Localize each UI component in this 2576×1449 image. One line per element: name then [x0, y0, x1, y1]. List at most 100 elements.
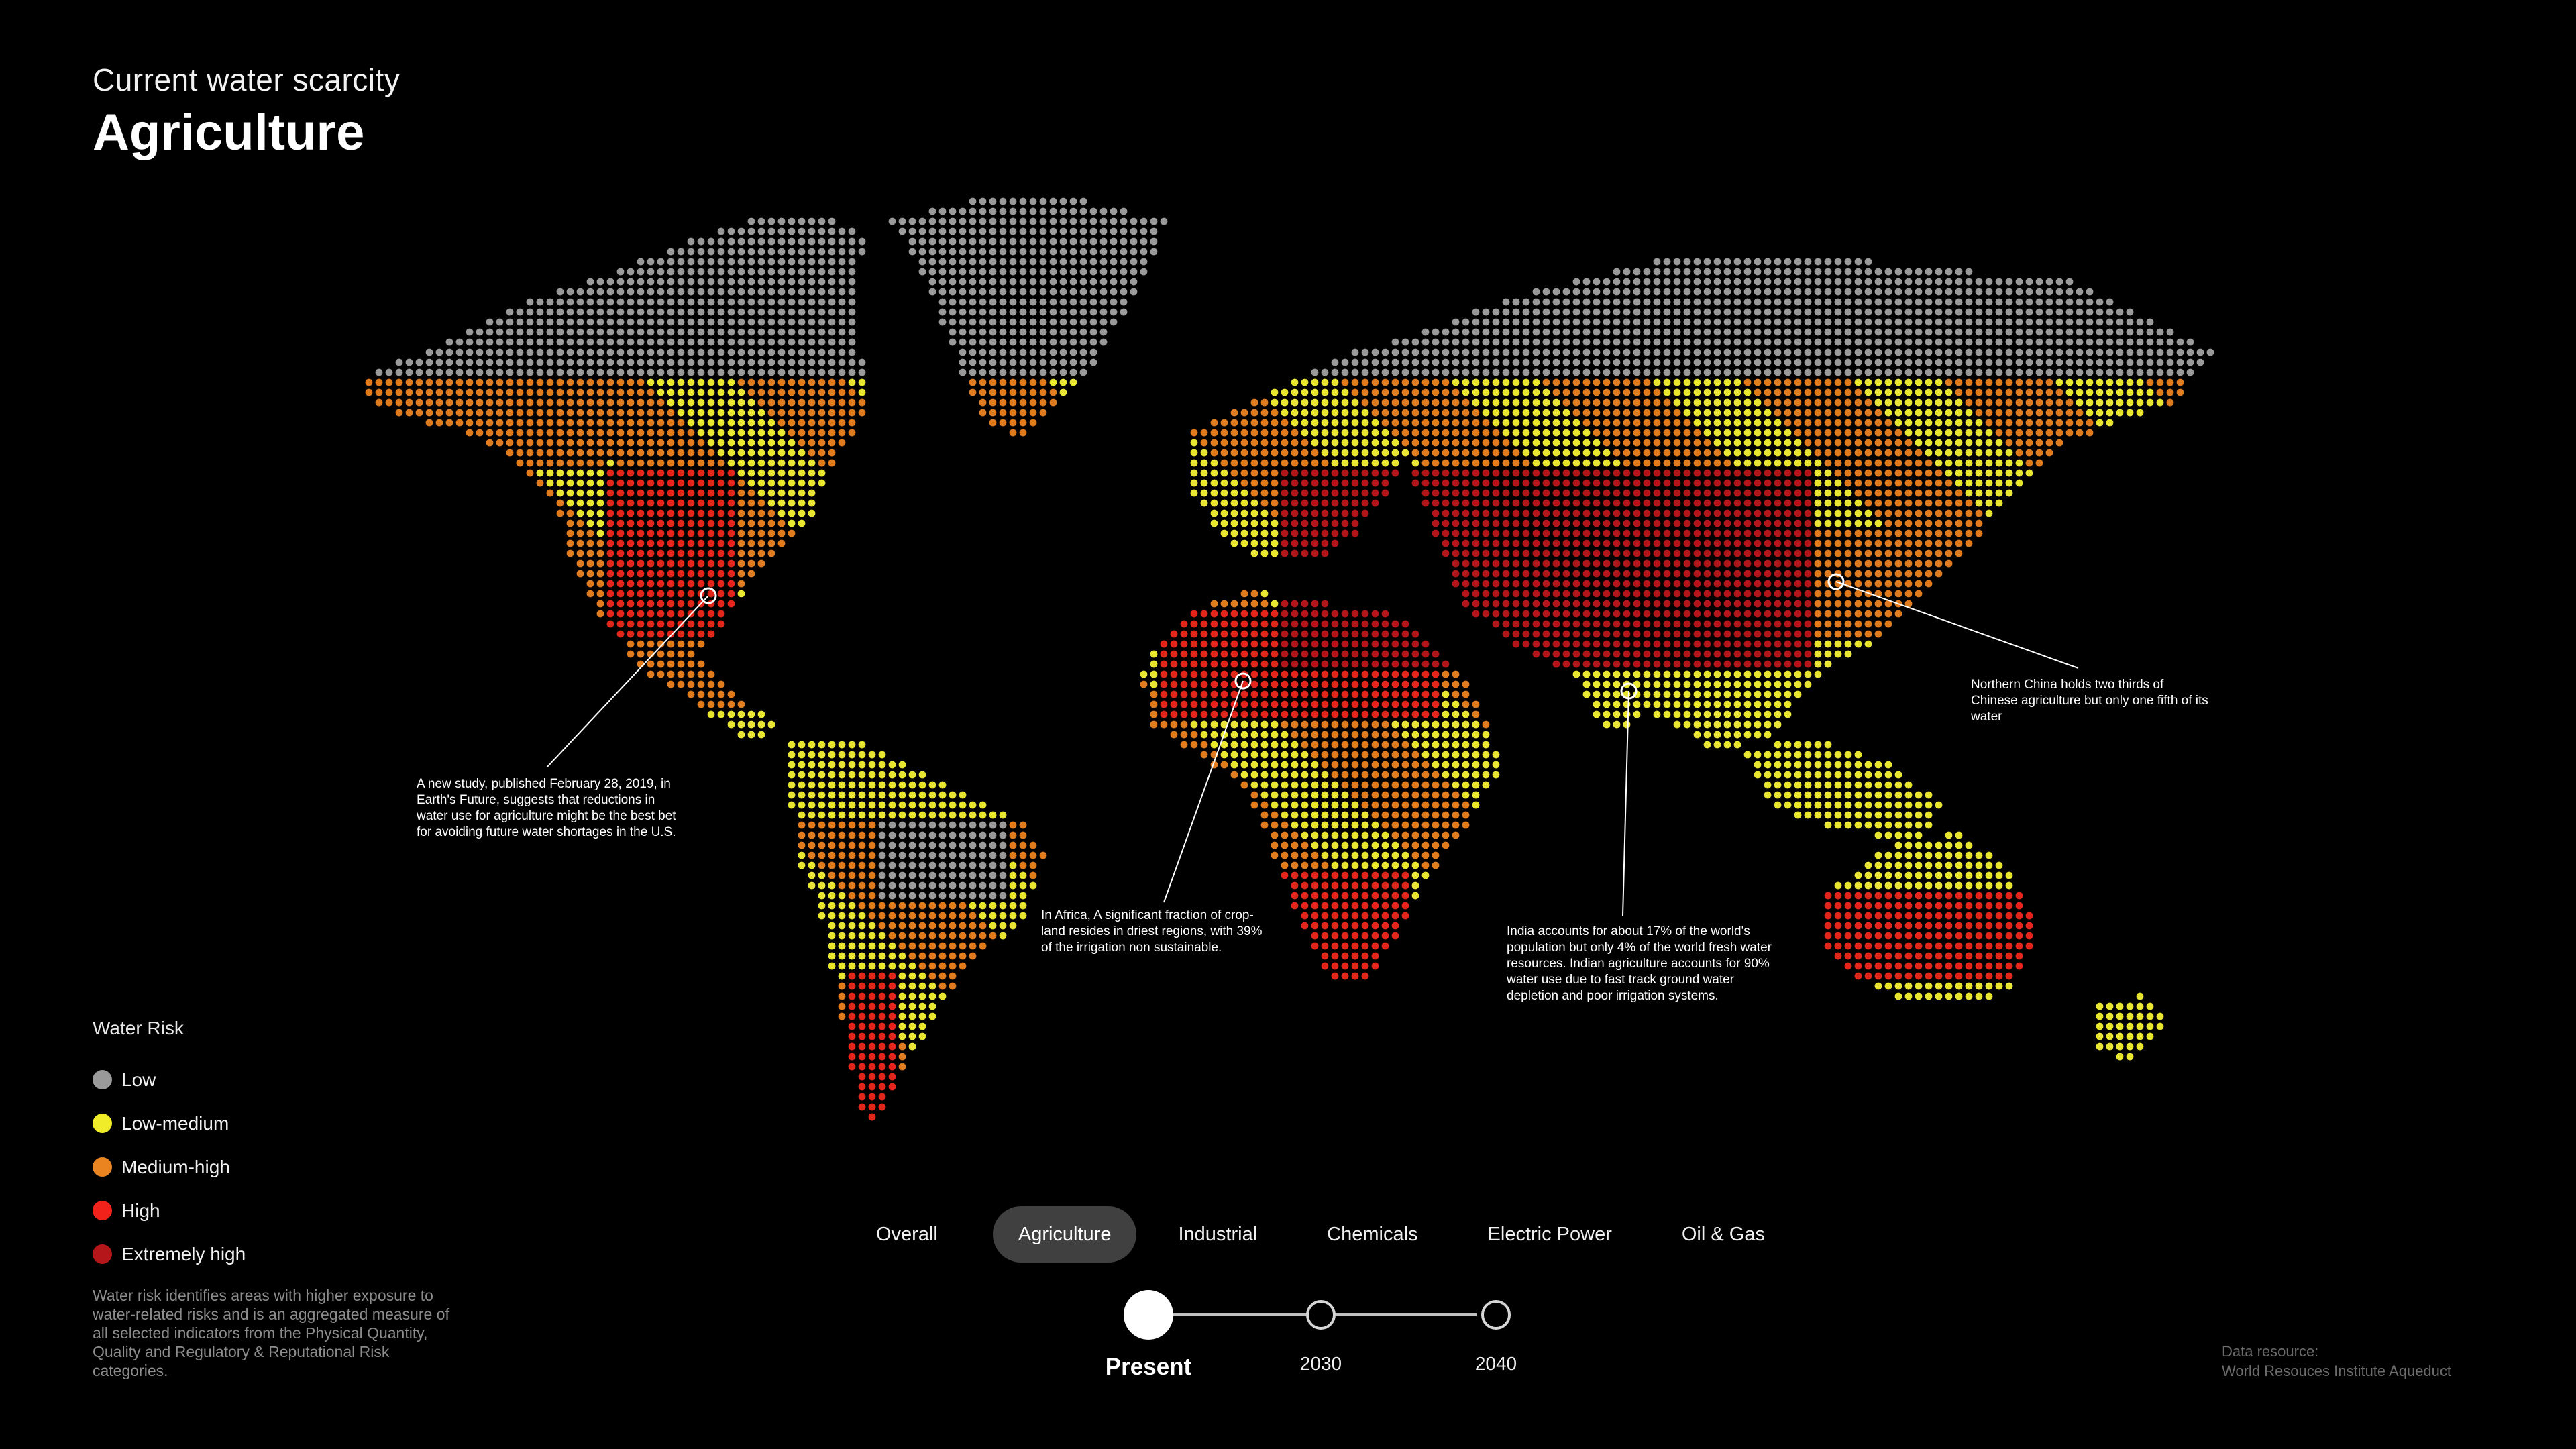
map-dot: [757, 298, 765, 306]
map-dot: [1240, 610, 1248, 618]
map-dot: [1925, 348, 1933, 356]
map-dot: [1945, 519, 1953, 527]
map-dot: [546, 378, 554, 386]
map-dot: [868, 751, 876, 759]
map-dot: [1170, 660, 1178, 668]
map-dot: [1955, 499, 1963, 507]
map-dot: [1683, 539, 1691, 547]
map-dot: [677, 449, 685, 457]
map-dot: [526, 419, 534, 427]
map-dot: [2015, 328, 2023, 336]
map-dot: [717, 680, 725, 688]
map-dot: [385, 378, 393, 386]
map-dot: [1935, 469, 1943, 477]
map-dot: [1804, 278, 1812, 286]
map-dot: [1190, 741, 1198, 749]
map-dot: [949, 308, 957, 316]
map-dot: [1311, 509, 1319, 517]
map-dot: [1844, 378, 1852, 386]
map-dot: [667, 449, 675, 457]
map-dot: [1834, 539, 1842, 547]
map-dot: [1512, 378, 1520, 386]
map-dot: [1653, 278, 1661, 286]
map-dot: [1935, 409, 1943, 417]
map-dot: [1492, 348, 1500, 356]
map-dot: [1683, 378, 1691, 386]
map-dot: [858, 248, 866, 256]
map-dot: [717, 358, 725, 366]
map-dot: [2086, 288, 2094, 296]
map-dot: [455, 338, 464, 346]
map-dot: [2025, 338, 2033, 346]
map-dot: [1482, 570, 1490, 578]
map-dot: [2055, 278, 2063, 286]
map-dot: [2146, 338, 2154, 346]
map-dot: [1884, 439, 1892, 447]
map-dot: [1220, 449, 1228, 457]
map-dot: [1351, 419, 1359, 427]
map-dot: [798, 328, 806, 336]
map-dot: [1844, 298, 1852, 306]
map-dot: [1643, 670, 1651, 678]
map-dot: [1633, 489, 1641, 497]
map-dot: [1492, 378, 1500, 386]
map-dot: [1572, 640, 1580, 648]
map-dot: [1250, 449, 1258, 457]
map-dot: [969, 258, 977, 266]
map-dot: [1824, 640, 1832, 648]
map-dot: [1331, 720, 1339, 729]
map-dot: [1542, 539, 1550, 547]
map-dot: [1673, 640, 1681, 648]
map-dot: [606, 368, 614, 376]
map-dot: [1935, 439, 1943, 447]
map-dot: [1794, 590, 1802, 598]
map-dot: [1250, 509, 1258, 517]
map-dot: [767, 308, 775, 316]
map-dot: [1824, 378, 1832, 386]
map-dot: [1623, 660, 1631, 668]
map-dot: [1281, 409, 1289, 417]
map-dot: [727, 258, 735, 266]
map-dot: [1421, 398, 1430, 407]
map-dot: [1230, 710, 1238, 718]
map-dot: [1593, 439, 1601, 447]
map-dot: [848, 227, 856, 235]
map-dot: [1281, 519, 1289, 527]
map-dot: [989, 419, 997, 427]
map-dot: [727, 308, 735, 316]
map-dot: [697, 358, 705, 366]
map-dot: [385, 388, 393, 396]
map-dot: [1432, 368, 1440, 376]
map-dot: [1874, 368, 1882, 376]
map-dot: [1542, 580, 1550, 588]
map-dot: [1743, 710, 1752, 718]
map-dot: [1582, 600, 1591, 608]
map-dot: [1955, 409, 1963, 417]
map-dot: [1180, 660, 1188, 668]
map-dot: [1009, 419, 1017, 427]
map-dot: [627, 348, 635, 356]
map-dot: [798, 298, 806, 306]
map-dot: [1381, 479, 1389, 487]
map-dot: [1633, 499, 1641, 507]
map-dot: [1965, 469, 1973, 477]
map-dot: [707, 620, 715, 628]
map-dot: [2035, 308, 2043, 316]
map-dot: [1069, 318, 1077, 326]
map-dot: [1633, 429, 1641, 437]
map-dot: [1945, 398, 1953, 407]
map-dot: [627, 368, 635, 376]
map-dot: [1613, 519, 1621, 527]
map-dot: [1925, 529, 1933, 537]
map-dot: [1844, 751, 1852, 759]
map-dot: [1401, 449, 1409, 457]
map-dot: [1572, 429, 1580, 437]
map-dot: [476, 328, 484, 336]
map-dot: [1683, 298, 1691, 306]
map-dot: [1824, 630, 1832, 638]
map-dot: [647, 489, 655, 497]
map-dot: [1723, 710, 1731, 718]
map-dot: [1562, 570, 1570, 578]
map-dot: [2015, 419, 2023, 427]
map-dot: [999, 368, 1007, 376]
